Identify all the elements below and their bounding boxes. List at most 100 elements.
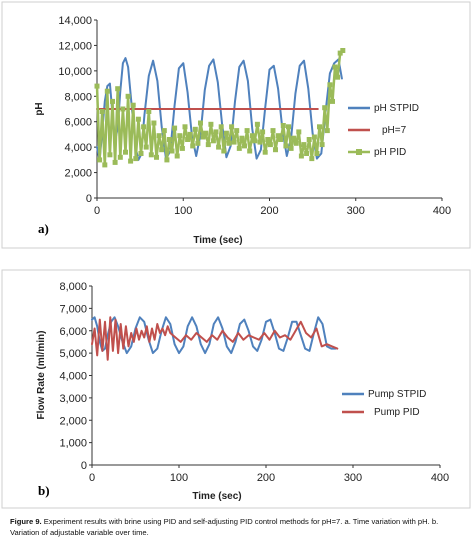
chart-a-point-ph-pid [102, 162, 108, 168]
chart-a-x-tick-label: 0 [94, 205, 100, 217]
chart-a-point-ph-pid [301, 142, 307, 148]
chart-a-point-ph-pid [195, 140, 201, 146]
chart-b-x-tick-label: 0 [89, 472, 95, 484]
chart-a-point-ph-pid [330, 98, 335, 104]
chart-a-point-ph-pid [309, 156, 315, 162]
panel-label-b: b) [38, 483, 50, 498]
legend-label-ph-stpid: pH STPID [374, 103, 419, 114]
chart-a-point-ph-pid [267, 142, 273, 148]
chart-a-point-ph-pid [260, 129, 266, 135]
chart-a-x-tick-label: 100 [174, 205, 192, 217]
chart-b-legend: Pump STPID Pump PID [342, 389, 426, 418]
chart-a-point-ph-pid [169, 148, 175, 154]
chart-a-y-tick-label: 2,000 [64, 168, 92, 180]
chart-b-x-title: Time (sec) [192, 491, 241, 502]
chart-a-point-ph-pid [257, 139, 263, 145]
chart-a-point-ph-pid [270, 128, 276, 134]
chart-a-point-ph-pid [128, 158, 134, 164]
chart-a-y-tick-label: 14,000 [58, 15, 92, 27]
chart-a-point-ph-pid [293, 140, 299, 146]
chart-b-x-ticks: 0 100 200 300 400 [89, 465, 449, 484]
chart-a-point-ph-pid [332, 64, 338, 70]
chart-a-point-ph-pid [148, 152, 154, 158]
chart-a-y-tick-label: 6,000 [64, 117, 92, 129]
chart-b-y-tick-label: 8,000 [59, 281, 87, 293]
chart-a-point-ph-pid [273, 147, 278, 153]
chart-a-x-title: Time (sec) [193, 235, 242, 246]
chart-a-point-ph-pid [130, 102, 136, 108]
chart-a-x-tick-label: 200 [260, 205, 278, 217]
chart-b-y-tick-label: 3,000 [59, 393, 87, 405]
chart-a-point-ph-pid [244, 128, 250, 134]
chart-a-point-ph-pid [99, 109, 105, 114]
chart-b-y-title: Flow Rate (ml/min) [36, 331, 47, 420]
chart-a-point-ph-pid [236, 145, 242, 151]
chart-a-point-ph-pid [335, 74, 341, 80]
chart-a-point-ph-pid [286, 124, 291, 130]
chart-a-point-ph-pid [133, 156, 139, 162]
chart-a-point-ph-pid [112, 159, 118, 165]
chart-a-point-ph-pid [166, 137, 172, 142]
chart-a-ph: 02,0004,0006,0008,00010,00012,00014,000 … [1, 1, 471, 249]
chart-a-point-ph-pid [143, 144, 149, 150]
chart-a-point-ph-pid [182, 124, 188, 130]
chart-a-y-tick-label: 0 [86, 193, 92, 205]
chart-a-point-ph-pid [327, 82, 333, 88]
chart-a-point-ph-pid [179, 145, 185, 151]
chart-a-point-ph-pid [239, 135, 245, 141]
chart-a-point-ph-pid [280, 123, 286, 128]
chart-b-x-tick-label: 400 [431, 472, 449, 484]
chart-a-point-ph-pid [317, 124, 322, 130]
chart-a-point-ph-pid [107, 152, 113, 158]
chart-a-point-ph-pid [252, 138, 258, 144]
chart-a-point-ph-pid [198, 120, 203, 126]
panel-label-a: a) [38, 221, 49, 236]
chart-a-point-ph-pid [319, 142, 325, 148]
chart-a-point-ph-pid [216, 144, 222, 150]
chart-a-point-ph-pid [265, 137, 271, 142]
chart-a-point-ph-pid [278, 137, 284, 142]
legend-marker-ph-pid [356, 149, 362, 155]
chart-a-point-ph-pid [340, 48, 346, 53]
chart-b-series [91, 316, 339, 361]
chart-b-y-tick-label: 7,000 [59, 303, 87, 315]
chart-a-point-ph-pid [275, 133, 281, 139]
chart-a-point-ph-pid [210, 138, 216, 144]
legend-label-pump-stpid: Pump STPID [368, 389, 426, 400]
chart-a-x-ticks: 0 100 200 300 400 [94, 198, 451, 217]
chart-a-point-ph-pid [187, 131, 193, 137]
chart-b-y-tick-label: 6,000 [59, 326, 87, 338]
chart-a-point-ph-pid [154, 154, 159, 160]
chart-a-point-ph-pid [205, 142, 211, 148]
chart-b-y-ticks: 0 1,000 2,000 3,000 4,000 5,000 6,000 7,000 8,00… [59, 281, 92, 472]
chart-a-point-ph-pid [324, 128, 330, 134]
chart-a-point-ph-pid [174, 153, 180, 159]
legend-label-pump-pid: Pump PID [374, 407, 420, 418]
chart-a-point-ph-pid [138, 151, 144, 156]
chart-a-point-ph-pid [164, 157, 170, 163]
chart-a-point-ph-pid [283, 143, 289, 149]
chart-a-point-ph-pid [242, 143, 247, 149]
chart-b-x-tick-label: 300 [344, 472, 362, 484]
chart-a-point-ph-pid [322, 105, 328, 111]
chart-b-x-tick-label: 100 [170, 472, 188, 484]
legend-label-ph-pid: pH PID [374, 147, 406, 158]
legend-label-ph-7: pH=7 [382, 125, 407, 136]
chart-a-point-ph-pid [115, 86, 121, 92]
chart-a-point-ph-pid [314, 151, 320, 156]
chart-a-point-ph-pid [94, 83, 100, 89]
chart-a-point-ph-pid [234, 128, 240, 134]
chart-a-point-ph-pid [135, 116, 141, 122]
chart-a-x-tick-label: 400 [433, 205, 451, 217]
chart-a-point-ph-pid [288, 145, 294, 151]
chart-a-legend: pH STPID pH=7 pH PID [348, 103, 419, 158]
figure-caption: Figure 9. Experiment results with brine … [10, 516, 466, 538]
chart-a-point-ph-pid [192, 126, 198, 132]
chart-a-point-ph-pid [249, 133, 255, 139]
chart-a-point-ph-pid [226, 140, 232, 146]
chart-a-frame [1, 1, 471, 249]
chart-a-y-title: pH [34, 102, 45, 115]
chart-a-point-ph-pid [254, 121, 260, 127]
chart-a-point-ph-pid [104, 88, 110, 94]
